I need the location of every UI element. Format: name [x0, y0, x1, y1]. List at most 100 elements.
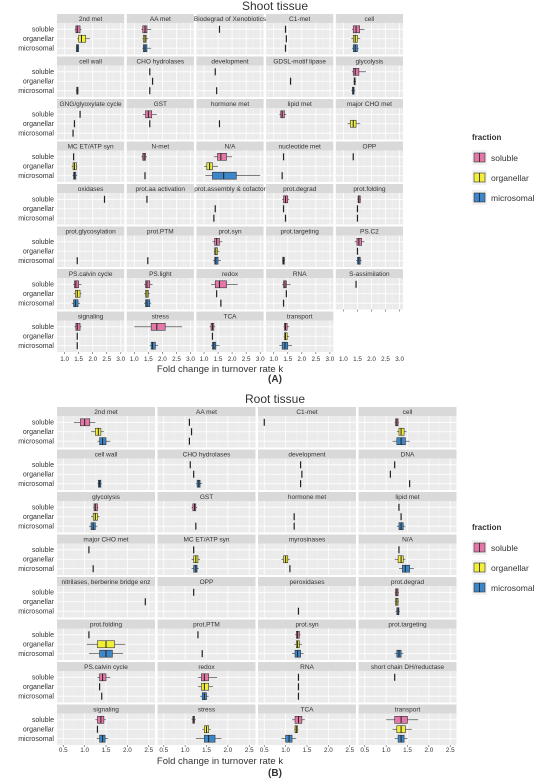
- facet-strip: [196, 56, 264, 66]
- facet-strip: [358, 449, 457, 459]
- facet-strip: [57, 534, 155, 544]
- x-tick-label: 2.5: [102, 356, 111, 363]
- facet-title: prot.degrad: [283, 186, 317, 193]
- facet-strip: [57, 407, 155, 416]
- x-tick-label: 1.5: [214, 356, 223, 363]
- facet-title: N/A: [225, 144, 237, 151]
- facet-title: short chain DH/reductase: [371, 664, 445, 671]
- legend-label: soluble: [491, 153, 518, 163]
- facet-title: TCA: [301, 707, 315, 714]
- facet-strip: [57, 226, 125, 236]
- x-tick-label: 0.5: [159, 747, 168, 754]
- x-tick-label: 3.0: [186, 356, 195, 363]
- facet-title: RNA: [300, 664, 314, 671]
- y-tick-label: microsomal: [18, 439, 54, 446]
- facet-strip: [57, 99, 125, 108]
- x-tick-label: 3.0: [326, 356, 335, 363]
- facet-title: CHO hydrolases: [136, 59, 184, 66]
- y-tick-label: soluble: [32, 112, 54, 119]
- y-tick-label: microsomal: [18, 216, 54, 223]
- x-tick-label: 3.0: [116, 356, 125, 363]
- facet-title: prot.syn: [295, 622, 319, 629]
- y-tick-label: soluble: [32, 420, 54, 427]
- y-tick-label: microsomal: [18, 131, 54, 138]
- facet-title: GDSL-motif lipase: [273, 59, 326, 66]
- box-microsomal: [214, 256, 219, 265]
- facet-strip: [335, 269, 403, 278]
- x-tick-label: 0.5: [360, 747, 369, 754]
- y-tick-label: microsomal: [18, 258, 54, 265]
- facet-strip: [126, 56, 194, 66]
- facet-strip: [335, 99, 403, 108]
- y-tick-label: microsomal: [18, 46, 54, 53]
- facet-title: MC ET/ATP syn: [68, 144, 114, 151]
- legend-label: soluble: [491, 543, 518, 553]
- facet-strip: [258, 492, 356, 501]
- x-tick-label: 2.5: [381, 356, 390, 363]
- x-tick-label: 2.5: [245, 747, 254, 754]
- facet-title: OPP: [200, 579, 214, 586]
- facet-strip: [335, 56, 403, 66]
- facet-title: DNA: [401, 452, 415, 459]
- facet-strip: [358, 534, 457, 544]
- facet-strip: [57, 184, 125, 193]
- x-tick-label: 1.5: [403, 747, 412, 754]
- facet-strip: [258, 619, 356, 629]
- facet-title: prot.targeting: [388, 622, 427, 629]
- facet-title: prot.PTM: [193, 622, 220, 629]
- legend-title: fraction: [472, 523, 501, 532]
- box-microsomal: [150, 341, 156, 350]
- facet-strip: [126, 99, 194, 108]
- x-tick-label: 1.0: [80, 747, 89, 754]
- facet-strip: [126, 184, 194, 193]
- x-tick-label: 2.5: [345, 747, 354, 754]
- facet-title: OPP: [363, 144, 377, 151]
- box-microsomal: [145, 299, 151, 308]
- box-soluble: [201, 673, 209, 682]
- y-tick-label: soluble: [32, 69, 54, 76]
- facet-title: transport: [395, 707, 421, 714]
- y-tick-label: organellar: [23, 249, 55, 256]
- facet-title: prot.assembly & cofactor: [194, 186, 266, 193]
- facet-title: signaling: [93, 707, 119, 714]
- facet-title: hormone met: [211, 101, 249, 108]
- facet-title: GST: [200, 494, 213, 501]
- y-tick-label: microsomal: [18, 481, 54, 488]
- facet-title: N/A: [402, 537, 414, 544]
- facet-title: nucleotide met: [279, 144, 321, 151]
- x-tick-label: 1.5: [283, 356, 292, 363]
- facet-strip: [126, 226, 194, 236]
- facet-title: C1-met: [296, 409, 318, 416]
- facet-title: major CHO met: [83, 537, 128, 544]
- y-tick-label: organellar: [23, 36, 55, 43]
- facet-strip: [157, 407, 256, 416]
- chart-title: Root tissue: [245, 392, 305, 406]
- facet-title: N-met: [151, 144, 169, 151]
- facet-title: development: [288, 452, 325, 459]
- facet-title: cell: [365, 16, 375, 23]
- facet-title: lipid met: [288, 101, 312, 108]
- x-tick-label: 2.0: [158, 356, 167, 363]
- x-tick-label: 2.0: [223, 747, 232, 754]
- facet-strip: [196, 269, 264, 278]
- y-tick-label: organellar: [23, 727, 55, 734]
- facet-strip: [57, 704, 155, 714]
- facet-title: cell wall: [95, 452, 118, 459]
- facet-strip: [126, 141, 194, 151]
- facet-title: glycolysis: [92, 494, 121, 501]
- y-tick-label: soluble: [32, 154, 54, 161]
- box-organellar: [201, 682, 209, 691]
- legend-title: fraction: [472, 133, 501, 142]
- box-microsomal: [204, 734, 216, 743]
- x-tick-label: 3.0: [395, 356, 404, 363]
- x-tick-label: 2.5: [446, 747, 455, 754]
- facet-title: S-assimilation: [349, 271, 390, 278]
- legend-label: microsomal: [491, 583, 535, 593]
- facet-strip: [266, 99, 334, 108]
- y-tick-label: organellar: [23, 164, 55, 171]
- facet-strip: [266, 184, 334, 193]
- x-axis-label: Fold change in turnover rate k: [157, 364, 283, 375]
- facet-strip: [157, 534, 256, 544]
- y-tick-label: soluble: [32, 197, 54, 204]
- facet-strip: [157, 492, 256, 501]
